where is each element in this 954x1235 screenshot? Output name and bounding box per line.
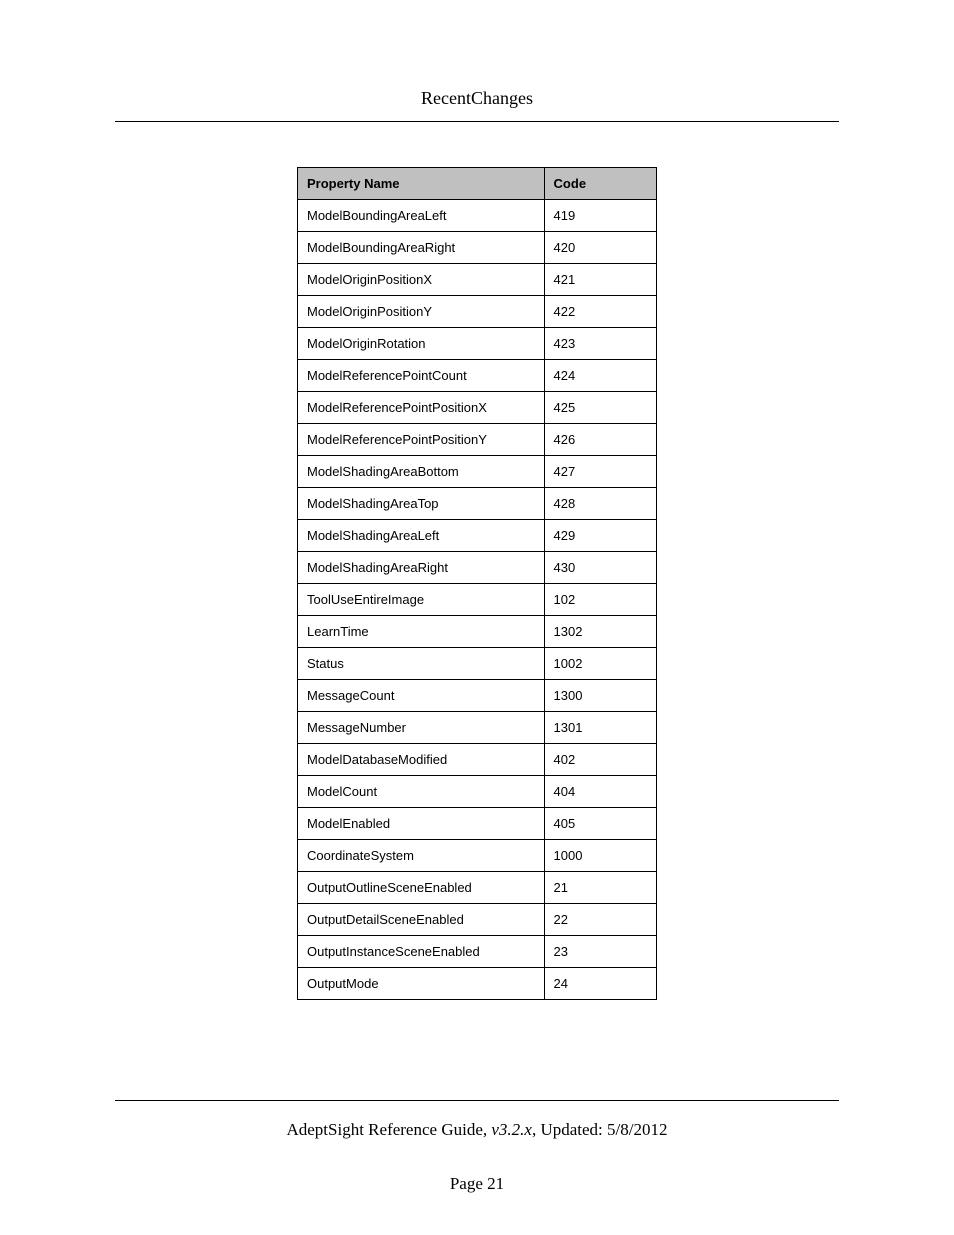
cell-code: 419 [544, 200, 656, 232]
cell-property-name: ModelOriginRotation [298, 328, 545, 360]
cell-property-name: OutputDetailSceneEnabled [298, 904, 545, 936]
table-row: ModelBoundingAreaRight420 [298, 232, 657, 264]
table-row: ModelDatabaseModified402 [298, 744, 657, 776]
cell-property-name: ModelBoundingAreaRight [298, 232, 545, 264]
cell-code: 404 [544, 776, 656, 808]
cell-property-name: ModelDatabaseModified [298, 744, 545, 776]
cell-property-name: ToolUseEntireImage [298, 584, 545, 616]
cell-code: 429 [544, 520, 656, 552]
table-header-row: Property Name Code [298, 168, 657, 200]
table-row: LearnTime1302 [298, 616, 657, 648]
cell-code: 1002 [544, 648, 656, 680]
cell-property-name: ModelShadingAreaRight [298, 552, 545, 584]
cell-code: 1301 [544, 712, 656, 744]
cell-code: 424 [544, 360, 656, 392]
table-row: OutputMode24 [298, 968, 657, 1000]
cell-property-name: ModelShadingAreaBottom [298, 456, 545, 488]
cell-code: 423 [544, 328, 656, 360]
cell-property-name: ModelEnabled [298, 808, 545, 840]
cell-code: 426 [544, 424, 656, 456]
cell-property-name: ModelReferencePointPositionX [298, 392, 545, 424]
cell-code: 405 [544, 808, 656, 840]
table-row: ModelShadingAreaRight430 [298, 552, 657, 584]
table-row: CoordinateSystem1000 [298, 840, 657, 872]
cell-property-name: MessageCount [298, 680, 545, 712]
cell-code: 1000 [544, 840, 656, 872]
page-number-container: Page 21 [0, 1174, 954, 1194]
page-label: Page [450, 1174, 487, 1193]
cell-code: 430 [544, 552, 656, 584]
header-rule [115, 121, 839, 122]
cell-property-name: CoordinateSystem [298, 840, 545, 872]
footer-rule [115, 1100, 839, 1101]
table-row: ModelShadingAreaTop428 [298, 488, 657, 520]
property-code-table: Property Name Code ModelBoundingAreaLeft… [297, 167, 657, 1000]
table-body: ModelBoundingAreaLeft419ModelBoundingAre… [298, 200, 657, 1000]
table-row: ToolUseEntireImage102 [298, 584, 657, 616]
cell-code: 21 [544, 872, 656, 904]
cell-code: 428 [544, 488, 656, 520]
table-row: MessageNumber1301 [298, 712, 657, 744]
table-row: Status1002 [298, 648, 657, 680]
table-row: ModelShadingAreaBottom427 [298, 456, 657, 488]
cell-code: 402 [544, 744, 656, 776]
table-row: OutputOutlineSceneEnabled21 [298, 872, 657, 904]
cell-property-name: ModelOriginPositionX [298, 264, 545, 296]
table-row: OutputDetailSceneEnabled22 [298, 904, 657, 936]
table-container: Property Name Code ModelBoundingAreaLeft… [297, 167, 657, 1000]
table-row: ModelReferencePointPositionY426 [298, 424, 657, 456]
cell-property-name: ModelCount [298, 776, 545, 808]
cell-code: 22 [544, 904, 656, 936]
header-title: RecentChanges [421, 88, 533, 108]
cell-property-name: ModelOriginPositionY [298, 296, 545, 328]
cell-code: 1302 [544, 616, 656, 648]
table-row: ModelReferencePointCount424 [298, 360, 657, 392]
footer-updated-date: 5/8/2012 [607, 1120, 667, 1139]
footer-guide-name: AdeptSight Reference Guide [286, 1120, 482, 1139]
table-row: OutputInstanceSceneEnabled23 [298, 936, 657, 968]
cell-property-name: ModelReferencePointCount [298, 360, 545, 392]
cell-code: 425 [544, 392, 656, 424]
table-row: ModelOriginPositionX421 [298, 264, 657, 296]
cell-code: 427 [544, 456, 656, 488]
table-row: MessageCount1300 [298, 680, 657, 712]
footer-updated-label: , Updated: [532, 1120, 607, 1139]
cell-property-name: ModelReferencePointPositionY [298, 424, 545, 456]
table-row: ModelCount404 [298, 776, 657, 808]
cell-property-name: OutputOutlineSceneEnabled [298, 872, 545, 904]
column-header-property-name: Property Name [298, 168, 545, 200]
cell-property-name: MessageNumber [298, 712, 545, 744]
table-row: ModelOriginPositionY422 [298, 296, 657, 328]
footer-text: AdeptSight Reference Guide, v3.2.x, Upda… [0, 1120, 954, 1140]
footer-version: , v3.2.x [483, 1120, 532, 1139]
cell-code: 421 [544, 264, 656, 296]
table-row: ModelOriginRotation423 [298, 328, 657, 360]
cell-code: 422 [544, 296, 656, 328]
cell-property-name: ModelShadingAreaLeft [298, 520, 545, 552]
cell-property-name: ModelShadingAreaTop [298, 488, 545, 520]
cell-code: 102 [544, 584, 656, 616]
cell-property-name: LearnTime [298, 616, 545, 648]
cell-code: 420 [544, 232, 656, 264]
page-number-value: 21 [487, 1174, 504, 1193]
column-header-code: Code [544, 168, 656, 200]
table-row: ModelBoundingAreaLeft419 [298, 200, 657, 232]
cell-property-name: Status [298, 648, 545, 680]
table-row: ModelEnabled405 [298, 808, 657, 840]
cell-property-name: OutputMode [298, 968, 545, 1000]
page-header: RecentChanges [0, 0, 954, 109]
table-row: ModelReferencePointPositionX425 [298, 392, 657, 424]
table-row: ModelShadingAreaLeft429 [298, 520, 657, 552]
cell-code: 23 [544, 936, 656, 968]
cell-code: 1300 [544, 680, 656, 712]
cell-code: 24 [544, 968, 656, 1000]
cell-property-name: OutputInstanceSceneEnabled [298, 936, 545, 968]
cell-property-name: ModelBoundingAreaLeft [298, 200, 545, 232]
